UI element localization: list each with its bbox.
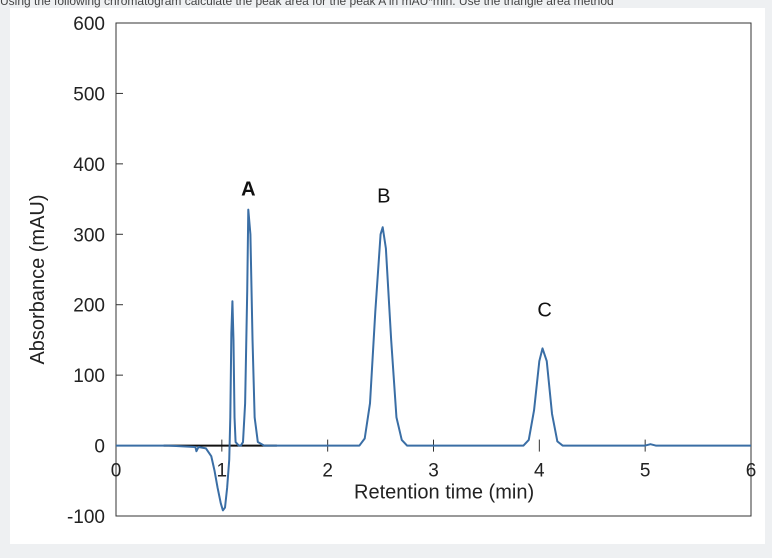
y-tick-label: 600 <box>73 14 105 35</box>
x-axis-title: Retention time (min) <box>354 482 534 504</box>
x-tick-label: 2 <box>322 461 333 482</box>
y-tick-label: 0 <box>94 437 105 458</box>
peak-label-b: B <box>377 186 390 208</box>
peak-label-c: C <box>537 300 551 322</box>
y-tick-label: 100 <box>73 366 105 387</box>
y-tick-label: 500 <box>73 84 105 105</box>
x-tick-label: 3 <box>428 461 439 482</box>
x-tick-label: 6 <box>746 461 757 482</box>
y-tick-label: 200 <box>73 296 105 317</box>
x-tick-label: 0 <box>111 461 122 482</box>
x-tick-label: 4 <box>534 461 545 482</box>
y-tick-label: 300 <box>73 225 105 246</box>
x-tick-label: 1 <box>217 461 228 482</box>
y-tick-label: 400 <box>73 155 105 176</box>
x-tick-label: 5 <box>640 461 651 482</box>
question-text: Using the following chromatogram calcula… <box>0 0 614 8</box>
chromatogram-trace <box>116 208 751 512</box>
plot-frame <box>115 22 752 517</box>
peak-label-a: A <box>241 179 255 201</box>
chart-card: 0 1 2 3 4 5 6 -100 0 100 200 300 400 500 600 A B C Absor… <box>10 8 765 544</box>
y-axis-title: Absorbance (mAU) <box>27 194 49 364</box>
chromatogram-chart: 0 1 2 3 4 5 6 -100 0 100 200 300 400 500 600 A B C Absor… <box>27 14 757 528</box>
y-tick-label: -100 <box>67 507 105 528</box>
